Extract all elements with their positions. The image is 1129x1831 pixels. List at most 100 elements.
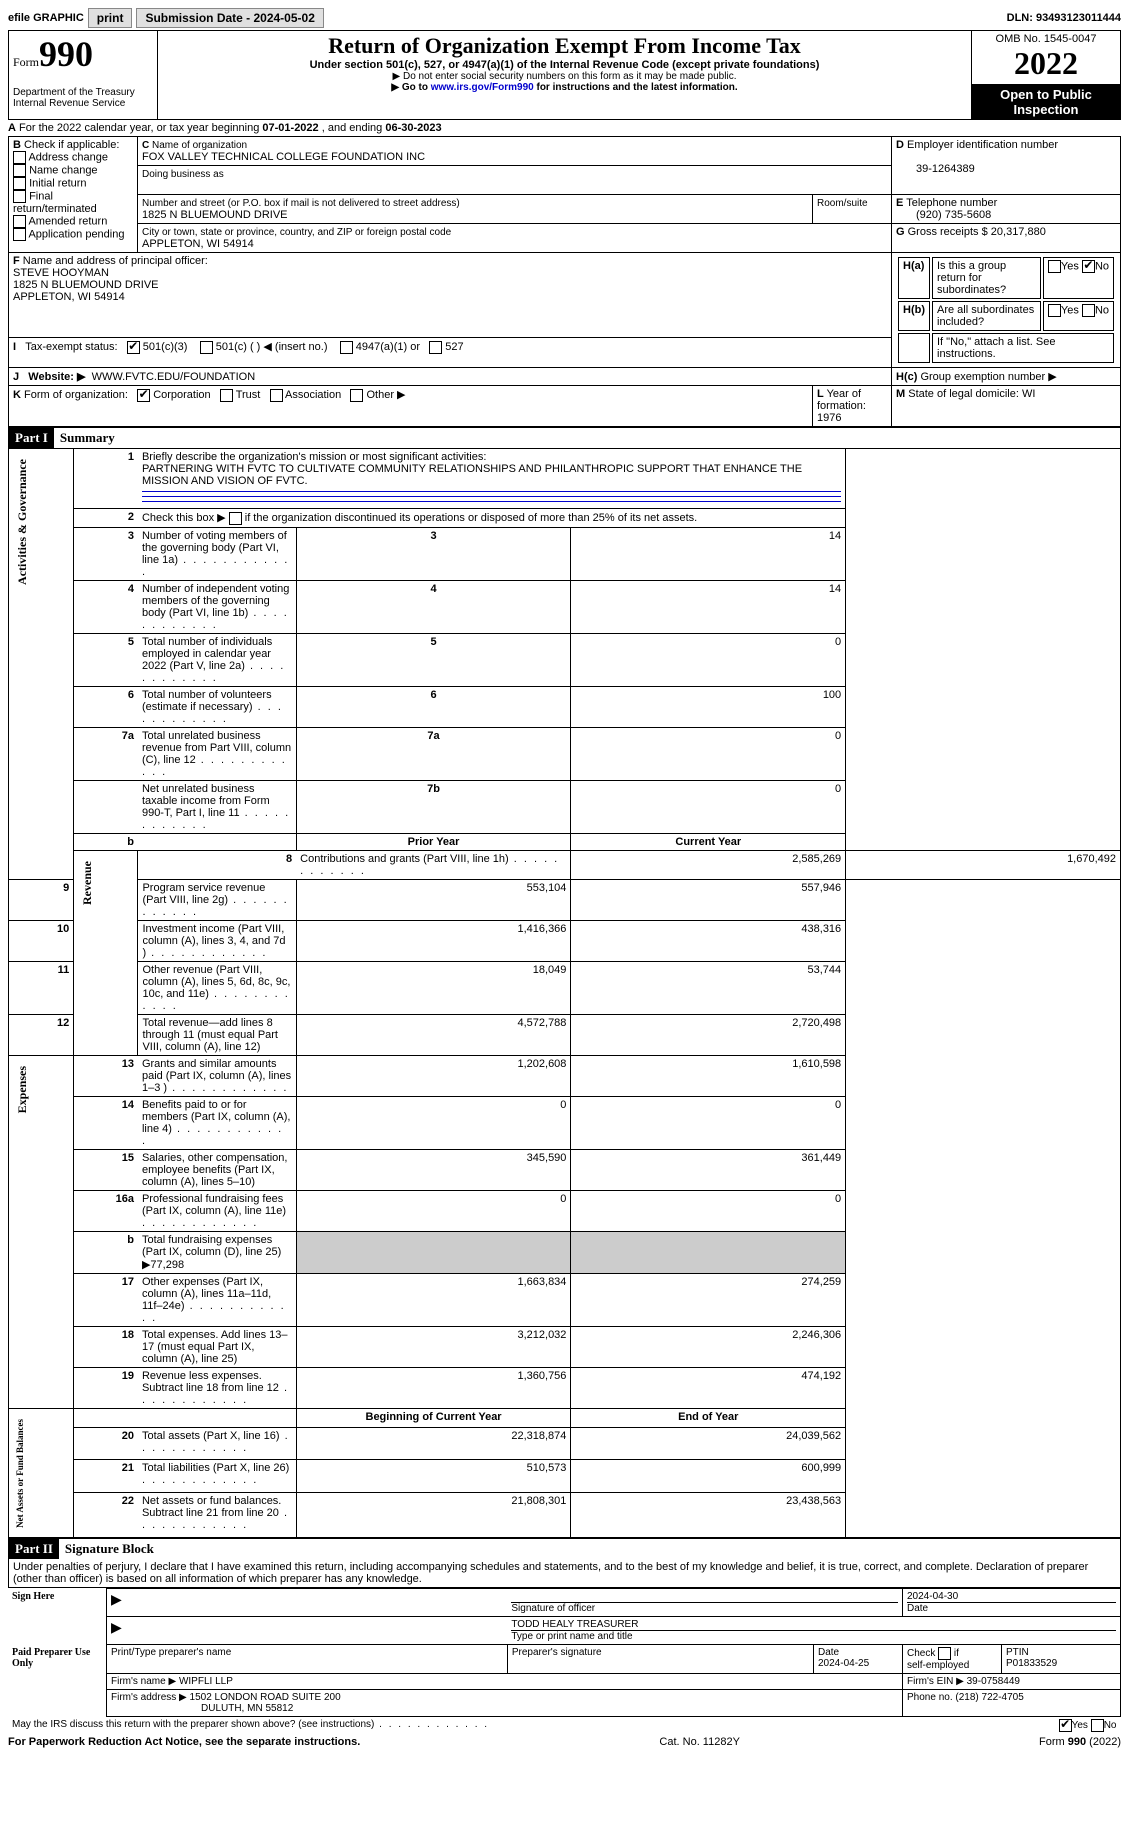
address-change-checkbox[interactable] xyxy=(13,151,26,164)
efile-label: efile GRAPHIC xyxy=(8,12,84,24)
phone-value: (920) 735-5608 xyxy=(896,209,991,221)
4947-checkbox[interactable] xyxy=(340,341,353,354)
initial-return-checkbox[interactable] xyxy=(13,177,26,190)
form-ref: Form 990 (2022) xyxy=(1039,1736,1121,1748)
hb-no-checkbox[interactable] xyxy=(1082,304,1095,317)
501c3-checkbox[interactable] xyxy=(127,341,140,354)
form-title: Return of Organization Exempt From Incom… xyxy=(162,33,967,59)
ptin-label: PTIN xyxy=(1006,1647,1029,1658)
gross-receipts-label: Gross receipts $ xyxy=(908,226,988,238)
website-value: WWW.FVTC.EDU/FOUNDATION xyxy=(92,371,256,383)
form-number: 990 xyxy=(39,34,93,74)
mission-text: PARTNERING WITH FVTC TO CULTIVATE COMMUN… xyxy=(142,463,802,487)
discuss-no-checkbox[interactable] xyxy=(1091,1719,1104,1732)
current-year-header: Current Year xyxy=(571,833,846,850)
summary-row: 17Other expenses (Part IX, column (A), l… xyxy=(9,1273,1121,1326)
corporation-checkbox[interactable] xyxy=(137,389,150,402)
summary-row: Net unrelated business taxable income fr… xyxy=(9,780,1121,833)
discuss-question: May the IRS discuss this return with the… xyxy=(12,1719,489,1730)
prior-year-header: Prior Year xyxy=(296,833,571,850)
summary-row: 15Salaries, other compensation, employee… xyxy=(9,1149,1121,1190)
website-label: Website: ▶ xyxy=(28,371,85,383)
officer-addr1: 1825 N BLUEMOUND DRIVE xyxy=(13,279,159,291)
prep-sig-label: Preparer's signature xyxy=(512,1647,602,1658)
officer-addr2: APPLETON, WI 54914 xyxy=(13,291,125,303)
tax-exempt-label: Tax-exempt status: xyxy=(25,341,117,353)
summary-table: Activities & Governance 1 Briefly descri… xyxy=(8,448,1121,1538)
summary-row: 19Revenue less expenses. Subtract line 1… xyxy=(9,1367,1121,1408)
dept-treasury: Department of the Treasury Internal Reve… xyxy=(9,85,158,120)
side-expenses: Expenses xyxy=(13,1058,32,1121)
check-applicable-label: Check if applicable: xyxy=(24,139,119,151)
firm-ein-label: Firm's EIN ▶ xyxy=(907,1676,964,1687)
summary-row: 7aTotal unrelated business revenue from … xyxy=(9,727,1121,780)
part1-header: Part ISummary xyxy=(8,427,1121,448)
summary-row: 10Investment income (Part VIII, column (… xyxy=(9,920,1121,961)
ein-label: Employer identification number xyxy=(907,139,1058,151)
summary-row: bTotal fundraising expenses (Part IX, co… xyxy=(9,1231,1121,1273)
year-formation-label: Year of formation: xyxy=(817,388,866,412)
prep-date-label: Date xyxy=(818,1647,839,1658)
discontinued-checkbox[interactable] xyxy=(229,512,242,525)
officer-label: Name and address of principal officer: xyxy=(23,255,208,267)
cat-number: Cat. No. 11282Y xyxy=(659,1736,740,1748)
line7b-value: 0 xyxy=(571,780,846,833)
self-employed-checkbox[interactable] xyxy=(938,1647,951,1660)
ha-yes-checkbox[interactable] xyxy=(1048,260,1061,273)
summary-row: 5Total number of individuals employed in… xyxy=(9,633,1121,686)
ha-no-checkbox[interactable] xyxy=(1082,260,1095,273)
street-label: Number and street (or P.O. box if mail i… xyxy=(142,198,460,209)
year-formation-value: 1976 xyxy=(817,412,841,424)
bcy-header: Beginning of Current Year xyxy=(296,1408,571,1427)
form-header: Form990 Return of Organization Exempt Fr… xyxy=(8,30,1121,120)
trust-checkbox[interactable] xyxy=(220,389,233,402)
side-revenue: Revenue xyxy=(78,853,97,913)
association-checkbox[interactable] xyxy=(270,389,283,402)
page-footer: For Paperwork Reduction Act Notice, see … xyxy=(8,1736,1121,1748)
irs-link[interactable]: www.irs.gov/Form990 xyxy=(431,82,534,93)
form-subtitle: Under section 501(c), 527, or 4947(a)(1)… xyxy=(162,59,967,71)
summary-row: 14Benefits paid to or for members (Part … xyxy=(9,1096,1121,1149)
ein-value: 39-1264389 xyxy=(896,163,975,175)
perjury-statement: Under penalties of perjury, I declare th… xyxy=(8,1559,1121,1588)
firm-name-label: Firm's name ▶ xyxy=(111,1676,176,1687)
summary-row: 18Total expenses. Add lines 13–17 (must … xyxy=(9,1326,1121,1367)
discuss-yes-checkbox[interactable] xyxy=(1059,1719,1072,1732)
summary-row: 20Total assets (Part X, line 16)22,318,8… xyxy=(9,1427,1121,1459)
side-activities: Activities & Governance xyxy=(13,451,32,593)
phone-label: Telephone number xyxy=(906,197,997,209)
top-toolbar: efile GRAPHIC print Submission Date - 20… xyxy=(8,8,1121,28)
hb-yes-checkbox[interactable] xyxy=(1048,304,1061,317)
amended-return-checkbox[interactable] xyxy=(13,215,26,228)
summary-row: 9Program service revenue (Part VIII, lin… xyxy=(9,879,1121,920)
officer-name: STEVE HOOYMAN xyxy=(13,267,109,279)
firm-phone-label: Phone no. xyxy=(907,1692,953,1703)
state-domicile-value: WI xyxy=(1022,388,1035,400)
501c-checkbox[interactable] xyxy=(200,341,213,354)
tax-year: 2022 xyxy=(976,45,1116,82)
line7a-value: 0 xyxy=(571,727,846,780)
527-checkbox[interactable] xyxy=(429,341,442,354)
print-button[interactable]: print xyxy=(88,8,133,28)
gross-receipts-value: 20,317,880 xyxy=(991,226,1046,238)
firm-name-value: WIPFLI LLP xyxy=(179,1676,233,1687)
paid-preparer-label: Paid Preparer Use Only xyxy=(8,1645,107,1717)
other-checkbox[interactable] xyxy=(350,389,363,402)
summary-row: 21Total liabilities (Part X, line 26)510… xyxy=(9,1460,1121,1492)
final-return-checkbox[interactable] xyxy=(13,190,26,203)
street-value: 1825 N BLUEMOUND DRIVE xyxy=(142,209,288,221)
sig-date1: 2024-04-30 xyxy=(907,1591,958,1602)
summary-row: 22Net assets or fund balances. Subtract … xyxy=(9,1492,1121,1538)
dba-label: Doing business as xyxy=(142,169,224,180)
state-domicile-label: State of legal domicile: xyxy=(908,388,1019,400)
typed-name-label: Type or print name and title xyxy=(511,1630,1116,1642)
submission-date-button[interactable]: Submission Date - 2024-05-02 xyxy=(136,8,323,28)
omb-number: OMB No. 1545-0047 xyxy=(976,33,1116,45)
name-change-checkbox[interactable] xyxy=(13,164,26,177)
sig-officer-label: Signature of officer xyxy=(511,1602,898,1614)
application-pending-checkbox[interactable] xyxy=(13,228,26,241)
line3-value: 14 xyxy=(571,527,846,580)
summary-row: 16aProfessional fundraising fees (Part I… xyxy=(9,1190,1121,1231)
form-org-label: Form of organization: xyxy=(24,389,128,401)
summary-row: 11Other revenue (Part VIII, column (A), … xyxy=(9,961,1121,1014)
